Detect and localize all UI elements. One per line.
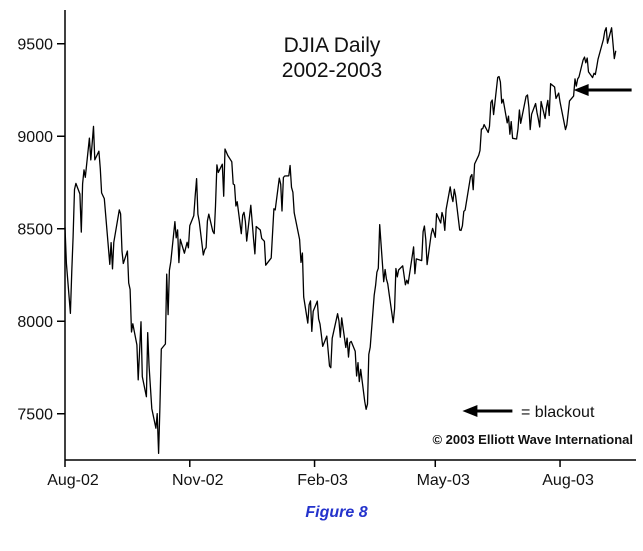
x-tick-label: Feb-03 (297, 472, 348, 489)
y-tick-label: 8000 (17, 314, 53, 331)
y-tick-label: 9500 (17, 36, 53, 53)
blackout-legend-arrow-icon (462, 404, 478, 417)
x-tick-label: Aug-03 (542, 472, 594, 489)
copyright-text: © 2003 Elliott Wave International (432, 432, 633, 447)
x-tick-label: Nov-02 (172, 472, 224, 489)
figure-caption: Figure 8 (305, 504, 368, 521)
x-tick-label: May-03 (417, 472, 470, 489)
plot-layer: 7500 8000 8500 9000 9500 Aug-02 Nov-02 Feb-03 Ma… (17, 10, 636, 489)
chart-canvas: 7500 8000 8500 9000 9500 Aug-02 Nov-02 Feb-03 Ma… (17, 10, 636, 489)
y-tick-label: 7500 (17, 406, 53, 423)
y-tick-label: 9000 (17, 129, 53, 146)
chart-title-line2: 2002-2003 (282, 59, 382, 82)
blackout-pointer-arrow-icon (573, 84, 589, 96)
chart-title-line1: DJIA Daily (284, 34, 381, 57)
price-series-line (64, 27, 617, 454)
y-tick-label: 8500 (17, 221, 53, 238)
x-tick-label: Aug-02 (47, 472, 99, 489)
blackout-legend-label: = blackout (521, 404, 595, 421)
